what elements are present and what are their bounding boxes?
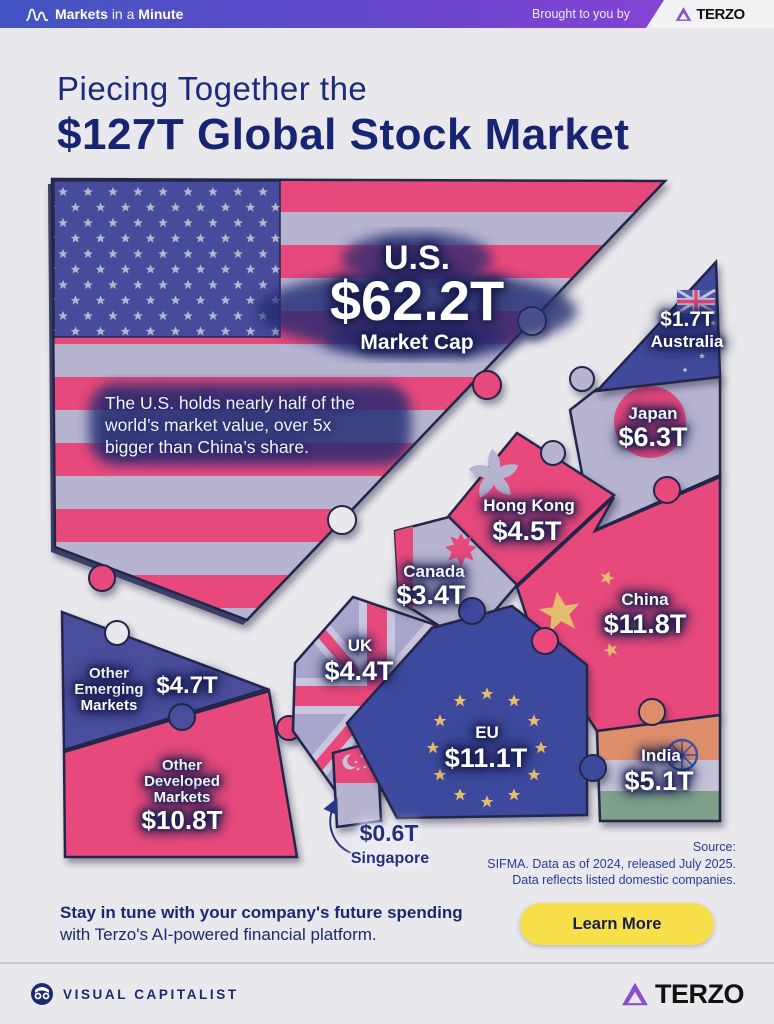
page-title: Piecing Together the $127T Global Stock … [57, 70, 630, 160]
puzzle-notch [327, 505, 357, 535]
us-annotation-line1: The U.S. holds nearly half of the [105, 393, 355, 413]
us-label: U.S. [384, 239, 450, 277]
puzzle-knob [540, 440, 566, 466]
binoculars-icon [31, 983, 53, 1005]
emerging-value: $4.7T [156, 672, 218, 699]
japan-flag-sun [614, 386, 686, 458]
japan-label: Japan [628, 404, 677, 423]
top-bar: Markets in a Minute Brought to you by TE… [0, 0, 774, 28]
terzo-wordmark-large: TERZO [655, 978, 745, 1009]
puzzle-piece-australia [593, 258, 722, 393]
global-stock-market-puzzle: U.S. $62.2T Market Cap The U.S. holds ne… [48, 177, 724, 867]
cta-section: Stay in tune with your company's future … [60, 902, 714, 947]
footer: VISUAL CAPITALIST TERZO [0, 962, 774, 1024]
curved-arrow-icon [323, 797, 352, 854]
puzzle-knob [653, 476, 681, 504]
us-flag-canton [53, 180, 281, 338]
emerging-label-line1: Other [89, 665, 129, 682]
puzzle-piece-hong-kong [445, 431, 617, 587]
singapore-flag-white [333, 783, 381, 827]
cta-text: Stay in tune with your company's future … [60, 902, 463, 947]
hong-kong-label: Hong Kong [483, 496, 575, 515]
india-flag-green [597, 791, 720, 821]
puzzle-piece-other-emerging [60, 610, 271, 752]
terzo-logo-large: TERZO [621, 978, 745, 1010]
wave-curve-icon [26, 8, 48, 21]
singapore-label: Singapore [351, 850, 429, 867]
title-line-2: $127T Global Stock Market [57, 110, 630, 159]
india-chakra [665, 738, 699, 772]
developed-value: $10.8T [142, 805, 223, 835]
puzzle-knob [569, 366, 595, 392]
hong-kong-value: $4.5T [492, 516, 562, 546]
us-value: $62.2T [330, 269, 504, 332]
developed-label-line3: Markets [154, 789, 211, 806]
terzo-triangle-icon-large [622, 982, 648, 1006]
uk-label: UK [348, 636, 373, 655]
australia-label: Australia [651, 332, 724, 351]
puzzle-knob [458, 597, 486, 625]
source-line1: Source: [692, 840, 736, 854]
india-label: India [641, 746, 681, 765]
source-note: Source: SIFMA. Data as of 2024, released… [487, 839, 736, 889]
visual-capitalist-logo: VISUAL CAPITALIST [30, 982, 239, 1006]
brand-markets: Markets [55, 6, 108, 22]
emerging-label-line2: Emerging [74, 681, 143, 698]
emerging-label-line3: Markets [81, 697, 138, 714]
puzzle-piece-eu [345, 597, 607, 820]
eu-value: $11.1T [445, 743, 528, 773]
terzo-triangle-icon [675, 7, 692, 21]
us-annotation-line3: bigger than China’s share. [105, 437, 309, 457]
india-flag-white [597, 760, 720, 791]
brand-minute: Minute [138, 6, 184, 22]
canada-maple-leaf [445, 533, 477, 567]
brought-to-you-by-label: Brought to you by [532, 7, 630, 21]
puzzle-knob [638, 698, 666, 726]
puzzle-knob [472, 370, 502, 400]
cta-line1: Stay in tune with your company's future … [60, 903, 463, 922]
visual-capitalist-wordmark: VISUAL CAPITALIST [63, 986, 239, 1002]
source-line3: Data reflects listed domestic companies. [512, 873, 736, 887]
markets-in-a-minute-logo: Markets in a Minute [0, 6, 183, 22]
puzzle-notch [104, 620, 130, 646]
canada-value: $3.4T [396, 580, 466, 610]
canada-label: Canada [403, 562, 465, 581]
india-value: $5.1T [624, 766, 694, 796]
learn-more-button[interactable]: Learn More [520, 903, 714, 946]
hong-kong-bauhinia [468, 449, 519, 498]
terzo-wordmark-small: TERZO [696, 5, 745, 23]
puzzle-knob [531, 627, 559, 655]
title-line-1: Piecing Together the [57, 70, 368, 107]
source-line2: SIFMA. Data as of 2024, released July 20… [487, 856, 736, 871]
singapore-value: $0.6T [360, 820, 419, 846]
puzzle-knob [579, 754, 607, 782]
china-label: China [621, 590, 669, 609]
developed-label-line1: Other [162, 757, 202, 774]
puzzle-knob [168, 703, 196, 731]
brand-text: Markets in a Minute [55, 6, 183, 22]
uk-value: $4.4T [324, 656, 394, 686]
sponsor-strip: Brought to you by TERZO [532, 0, 774, 28]
eu-label: EU [475, 723, 499, 742]
puzzle-knob [88, 564, 116, 592]
us-caption: Market Cap [360, 331, 473, 354]
us-annotation-line2: world’s market value, over 5x [104, 415, 332, 435]
australia-flag-union-jack [676, 288, 716, 315]
cta-line2: with Terzo's AI-powered financial platfo… [60, 925, 377, 945]
japan-value: $6.3T [618, 422, 688, 452]
terzo-logo-small: TERZO [646, 0, 774, 28]
brand-in-a: in a [111, 6, 135, 22]
developed-label-line2: Developed [144, 773, 220, 790]
us-annotation-bubble [89, 383, 411, 465]
china-value: $11.8T [604, 609, 687, 639]
australia-value: $1.7T [660, 308, 714, 331]
